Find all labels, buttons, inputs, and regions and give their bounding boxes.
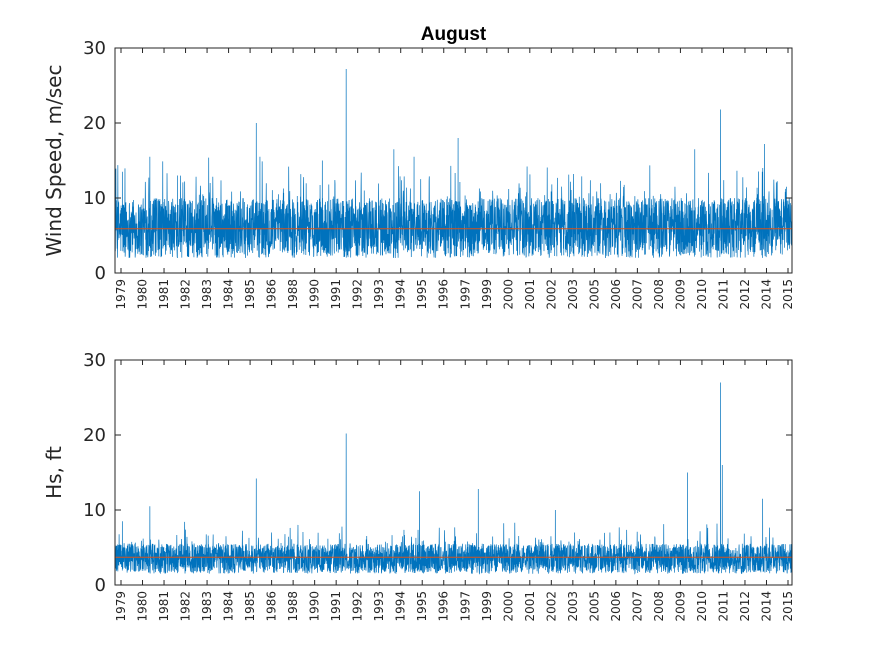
x-tick-label: 2011 [716,591,730,622]
x-tick-label: 1982 [179,279,193,310]
x-tick-label: 1995 [415,591,429,622]
x-tick-label: 1997 [458,591,472,622]
x-tick-label: 2015 [781,279,795,310]
x-tick-label: 1980 [136,279,150,310]
x-tick-label: 1999 [480,591,494,622]
x-tick-label: 1990 [308,279,322,310]
x-tick-label: 1980 [136,591,150,622]
x-tick-label: 2014 [759,591,773,622]
x-tick-label: 1993 [372,279,386,310]
y-axis-label: Hs, ft [42,446,66,499]
x-tick-label: 1986 [265,279,279,310]
x-tick-label: 1982 [179,591,193,622]
x-tick-label: 2010 [695,279,709,310]
x-tick-label: 2011 [716,279,730,310]
x-tick-label: 1981 [157,591,171,622]
x-tick-label: 1979 [114,591,128,622]
x-tick-label: 1986 [265,591,279,622]
x-tick-label: 2005 [587,279,601,310]
x-tick-label: 1985 [243,591,257,622]
x-tick-label: 1983 [200,591,214,622]
x-tick-label: 1997 [458,279,472,310]
x-tick-label: 1993 [372,591,386,622]
x-tick-label: 2010 [695,591,709,622]
x-tick-label: 2008 [652,591,666,622]
y-tick-label: 30 [83,38,106,59]
y-tick-label: 0 [95,575,106,596]
x-tick-label: 1984 [222,279,236,310]
x-tick-label: 2007 [630,279,644,310]
x-tick-label: 2014 [759,279,773,310]
x-tick-label: 2012 [738,591,752,622]
x-tick-label: 2005 [587,591,601,622]
x-tick-label: 1990 [308,591,322,622]
x-tick-label: 1988 [286,279,300,310]
x-tick-label: 2001 [523,591,537,622]
axes-box [114,47,793,274]
x-tick-label: 2006 [609,279,623,310]
y-tick-label: 10 [83,188,106,209]
x-tick-label: 2006 [609,591,623,622]
x-tick-label: 1994 [394,279,408,310]
axes-box [114,359,793,586]
y-tick-label: 20 [83,113,106,134]
x-tick-label: 1984 [222,591,236,622]
x-tick-label: 1985 [243,279,257,310]
data-series-line [114,382,793,575]
x-tick-label: 2009 [673,591,687,622]
x-tick-label: 1994 [394,591,408,622]
y-tick-label: 30 [83,350,106,371]
x-tick-label: 2000 [501,591,515,622]
x-tick-label: 2002 [544,591,558,622]
x-tick-label: 1992 [351,279,365,310]
x-tick-label: 1996 [437,591,451,622]
x-tick-label: 1991 [329,279,343,310]
x-tick-label: 1992 [351,591,365,622]
x-tick-label: 1983 [200,279,214,310]
x-tick-label: 1996 [437,279,451,310]
y-tick-label: 10 [83,500,106,521]
x-tick-label: 2007 [630,591,644,622]
x-tick-label: 1979 [114,279,128,310]
y-axis-label: Wind Speed, m/sec [42,65,66,257]
x-tick-label: 2003 [566,279,580,310]
x-tick-label: 2012 [738,279,752,310]
y-tick-label: 20 [83,425,106,446]
x-tick-label: 2001 [523,279,537,310]
data-series-line [114,68,793,258]
x-tick-label: 1991 [329,591,343,622]
x-tick-label: 2009 [673,279,687,310]
x-tick-label: 1988 [286,591,300,622]
chart-title: August [421,24,487,45]
x-tick-label: 2000 [501,279,515,310]
y-tick-label: 0 [95,263,106,284]
x-tick-label: 1999 [480,279,494,310]
x-tick-label: 2002 [544,279,558,310]
x-tick-label: 2008 [652,279,666,310]
x-tick-label: 1981 [157,279,171,310]
x-tick-label: 2015 [781,591,795,622]
x-tick-label: 1995 [415,279,429,310]
x-tick-label: 2003 [566,591,580,622]
